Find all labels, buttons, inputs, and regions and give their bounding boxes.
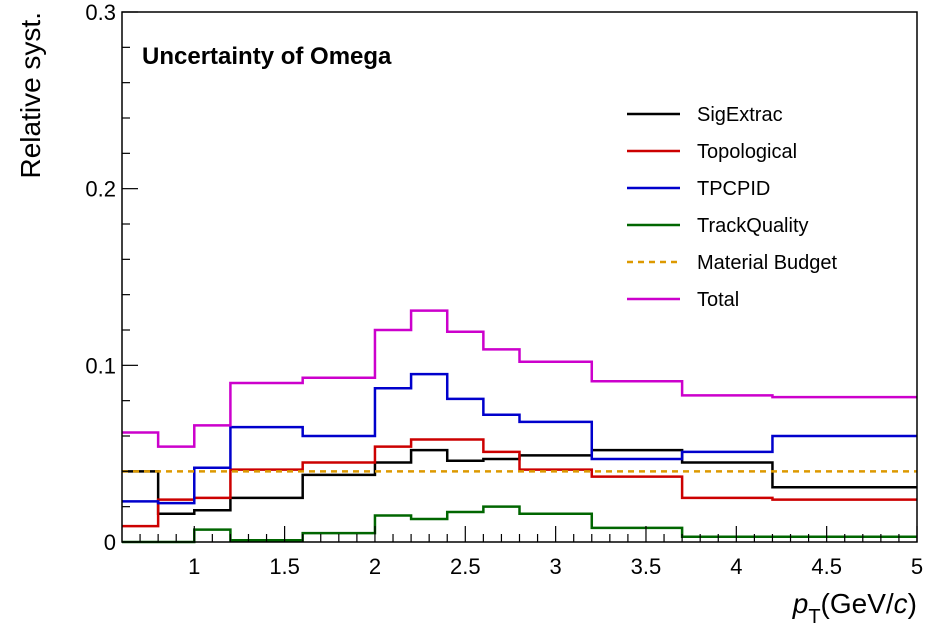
x-tick-label: 3.5 (631, 554, 662, 579)
series-sigextrac-line (122, 448, 917, 515)
y-axis-title: Relative syst. (15, 12, 46, 179)
legend-label-total: Total (697, 289, 739, 311)
x-axis-title-units-suffix: ) (908, 588, 917, 619)
ticks-layer (122, 11, 918, 543)
x-axis-title-units-italic: c (894, 588, 908, 619)
x-tick-label: 1 (188, 554, 200, 579)
legend: SigExtrac Topological TPCPID TrackQuality Ma… (627, 104, 838, 311)
x-tick-label: 2.5 (450, 554, 481, 579)
x-tick-label: 2 (369, 554, 381, 579)
x-tick-label: 4.5 (811, 554, 842, 579)
y-tick-label: 0.3 (85, 0, 116, 25)
legend-label-topological: Topological (697, 141, 797, 163)
x-tick-label: 3 (550, 554, 562, 579)
legend-label-sigextrac: SigExtrac (697, 104, 783, 126)
y-tick-label: 0 (104, 530, 116, 555)
tick-labels: 1 1.5 2 2.5 3 3.5 4 4.5 5 0 0.1 0.2 0.3 (85, 0, 923, 579)
series-layer (122, 309, 917, 544)
x-axis-title-sub: T (808, 606, 820, 628)
x-axis-title-main: p (792, 588, 809, 619)
x-tick-label: 5 (911, 554, 923, 579)
series-trackquality-line (122, 505, 917, 544)
x-tick-label: 4 (730, 554, 742, 579)
series-total-line (122, 309, 917, 448)
chart-title: Uncertainty of Omega (142, 43, 392, 70)
x-tick-label: 1.5 (269, 554, 300, 579)
y-tick-label: 0.1 (85, 353, 116, 378)
series-tpcpid-line (122, 372, 917, 505)
legend-label-tpcpid: TPCPID (697, 178, 770, 200)
legend-label-trackquality: TrackQuality (697, 215, 809, 237)
legend-label-material-budget: Material Budget (697, 252, 838, 274)
x-axis-title-units-prefix: (GeV/ (821, 588, 894, 619)
y-tick-label: 0.2 (85, 177, 116, 202)
x-axis-title: pT(GeV/c) (792, 588, 917, 628)
